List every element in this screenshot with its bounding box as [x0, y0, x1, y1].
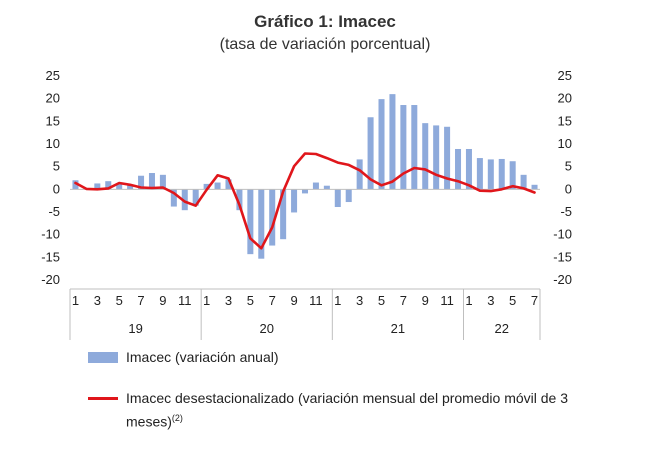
x-tick-label: 11	[309, 293, 323, 308]
chart-title: Gráfico 1: Imacec	[254, 12, 396, 31]
bar	[127, 185, 134, 190]
x-tick-label: 5	[509, 293, 516, 308]
x-tick-label: 3	[487, 293, 494, 308]
legend-bar-label: Imacec (variación anual)	[126, 349, 279, 365]
x-tick-label: 1	[334, 293, 341, 308]
x-tick-label: 9	[290, 293, 297, 308]
bar	[312, 182, 319, 190]
bar	[433, 125, 440, 190]
y-tick-label-left: 10	[46, 136, 60, 151]
x-tick-label: 3	[225, 293, 232, 308]
bar	[159, 174, 166, 190]
bar	[214, 182, 221, 190]
bar	[356, 159, 363, 190]
x-tick-label: 1	[465, 293, 472, 308]
y-tick-label-left: -5	[48, 204, 60, 219]
bar	[203, 183, 210, 190]
bar	[138, 175, 145, 190]
legend-line-text: Imacec desestacionalizado (variación men…	[126, 390, 569, 430]
bar	[389, 94, 396, 190]
bar	[345, 189, 352, 203]
y-tick-label-right: 20	[558, 91, 572, 106]
x-tick-label: 7	[137, 293, 144, 308]
y-tick-label-right: 5	[565, 159, 572, 174]
bar	[225, 179, 232, 190]
y-tick-label-right: 0	[565, 181, 572, 196]
legend-line-label: Imacec desestacionalizado (variación men…	[126, 388, 596, 432]
bar	[72, 180, 79, 190]
y-tick-label-left: -10	[41, 227, 60, 242]
y-tick-label-left: 0	[53, 181, 60, 196]
x-tick-label: 1	[72, 293, 79, 308]
bar	[487, 159, 494, 190]
y-tick-label-right: 15	[558, 113, 572, 128]
y-tick-label-right: 25	[558, 68, 572, 83]
x-tick-label: 5	[247, 293, 254, 308]
bar	[334, 189, 341, 208]
chart-subtitle: (tasa de variación porcentual)	[219, 36, 431, 53]
bar	[531, 184, 538, 190]
legend-bar-swatch	[88, 352, 118, 363]
y-tick-label-left: -20	[41, 272, 60, 287]
bar	[280, 189, 287, 240]
bar	[291, 189, 298, 213]
bar	[400, 105, 407, 190]
y-tick-label-left: -15	[41, 249, 60, 264]
x-tick-label: 5	[116, 293, 123, 308]
bar	[269, 189, 276, 246]
x-tick-label: 9	[422, 293, 429, 308]
bar	[498, 158, 505, 190]
bar	[422, 123, 429, 190]
year-label: 21	[391, 321, 405, 336]
bar	[444, 126, 451, 190]
x-tick-label: 7	[400, 293, 407, 308]
y-tick-label-left: 5	[53, 159, 60, 174]
x-tick-label: 7	[531, 293, 538, 308]
bar	[105, 181, 112, 190]
x-tick-label: 3	[356, 293, 363, 308]
legend-line-swatch	[88, 397, 118, 400]
x-tick-label: 7	[269, 293, 276, 308]
y-tick-label-right: -20	[553, 272, 572, 287]
y-tick-label-right: -10	[553, 227, 572, 242]
x-tick-label: 11	[440, 293, 454, 308]
bar	[236, 189, 243, 211]
bar	[116, 182, 123, 190]
y-tick-label-right: 10	[558, 136, 572, 151]
bar	[258, 189, 265, 259]
bar	[323, 185, 330, 190]
bar	[520, 174, 527, 190]
year-label: 20	[260, 321, 274, 336]
bar	[301, 189, 309, 194]
x-tick-label: 5	[378, 293, 385, 308]
year-label: 22	[495, 321, 509, 336]
x-tick-label: 1	[203, 293, 210, 308]
year-label: 19	[128, 321, 142, 336]
bar	[181, 189, 188, 211]
x-tick-label: 3	[94, 293, 101, 308]
y-tick-label-left: 15	[46, 113, 60, 128]
bar	[170, 189, 177, 207]
y-tick-label-right: -15	[553, 249, 572, 264]
y-tick-label-left: 20	[46, 91, 60, 106]
bar	[378, 99, 385, 190]
bar	[192, 189, 199, 206]
legend-line-superscript: (2)	[171, 413, 183, 423]
y-tick-label-right: -5	[560, 204, 572, 219]
bar	[411, 105, 418, 190]
bar	[509, 161, 516, 190]
bar	[465, 148, 472, 190]
series-line	[74, 152, 536, 250]
x-tick-label: 9	[159, 293, 166, 308]
bar	[476, 158, 483, 190]
bar	[247, 189, 254, 255]
bar	[94, 183, 101, 190]
y-tick-label-left: 25	[46, 68, 60, 83]
bar	[455, 148, 462, 190]
bar	[367, 117, 374, 190]
x-tick-label: 11	[178, 293, 192, 308]
bar	[148, 173, 155, 190]
